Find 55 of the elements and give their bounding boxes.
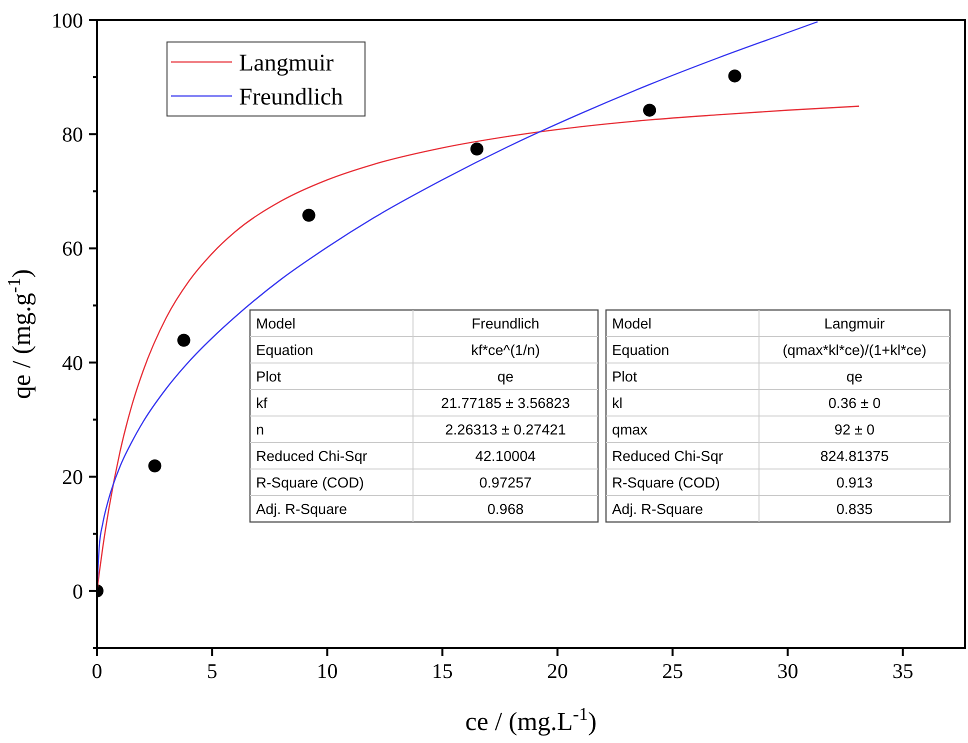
annotation: Adj. R-Square xyxy=(612,502,704,518)
annotation: Equation xyxy=(256,342,314,359)
annotation: R-Square (COD) xyxy=(256,475,364,492)
y-tick-label: 40 xyxy=(62,350,83,375)
x-tick-label: 10 xyxy=(316,659,338,683)
annotation: Plot xyxy=(256,369,281,386)
x-tick-label: 35 xyxy=(892,659,914,683)
annotation: R-Square (COD) xyxy=(612,475,720,492)
annotation: n xyxy=(256,422,264,438)
x-axis-title: ce / (mg.L$^{-1}$) xyxy=(465,704,597,736)
y-tick-label: 0 xyxy=(72,579,83,604)
x-tick-label: 0 xyxy=(92,659,102,683)
annotation: Langmuir xyxy=(824,316,885,332)
annotation: Plot xyxy=(612,369,637,386)
annotation: Equation xyxy=(612,342,670,359)
annotation: Adj. R-Square xyxy=(256,502,348,518)
annotation: qmax xyxy=(612,422,648,438)
annotation: qe xyxy=(497,369,514,386)
annotation: kf*ce^(1/n) xyxy=(471,342,540,359)
annotation: 0.913 xyxy=(836,475,873,492)
point xyxy=(643,104,656,117)
x-tick-label: 5 xyxy=(206,659,218,683)
annotation: Model xyxy=(256,316,296,332)
point xyxy=(177,334,190,347)
x-tick-label: 30 xyxy=(777,659,798,683)
annotation: qe xyxy=(846,369,863,386)
annotation: 21.77185 ± 3.56823 xyxy=(441,396,570,412)
annotation: Reduced Chi-Sqr xyxy=(256,448,368,465)
annotation: Reduced Chi-Sqr xyxy=(612,448,724,465)
y-tick-label: 60 xyxy=(62,236,83,261)
annotation: (qmax*kl*ce)/(1+kl*ce) xyxy=(782,342,926,359)
x-tick-label: 25 xyxy=(662,659,684,683)
annotation: Freundlich xyxy=(472,316,540,332)
annotation: kf xyxy=(256,396,268,412)
annotation: 0.968 xyxy=(487,502,524,518)
annotation: 0.835 xyxy=(836,502,873,518)
legend-label: Freundlich xyxy=(239,84,343,110)
x-tick-label: 20 xyxy=(546,659,568,683)
annotation: 0.97257 xyxy=(479,475,532,492)
point xyxy=(728,69,742,82)
legend-label: Langmuir xyxy=(239,50,334,76)
y-tick-label: 100 xyxy=(52,8,83,32)
annotation: 0.36 ± 0 xyxy=(828,396,881,412)
annotation: Model xyxy=(612,316,652,332)
annotation: kl xyxy=(612,396,622,412)
point xyxy=(470,142,484,156)
annotation: 824.81375 xyxy=(820,448,889,465)
annotation: 2.26313 ± 0.27421 xyxy=(445,422,566,438)
annotation: 92 ± 0 xyxy=(834,422,875,438)
point xyxy=(148,459,162,472)
x-tick-label: 15 xyxy=(432,659,453,683)
y-tick-label: 20 xyxy=(62,465,83,490)
annotation: 42.10004 xyxy=(475,448,536,465)
point xyxy=(302,208,316,222)
y-tick-label: 80 xyxy=(62,122,83,147)
